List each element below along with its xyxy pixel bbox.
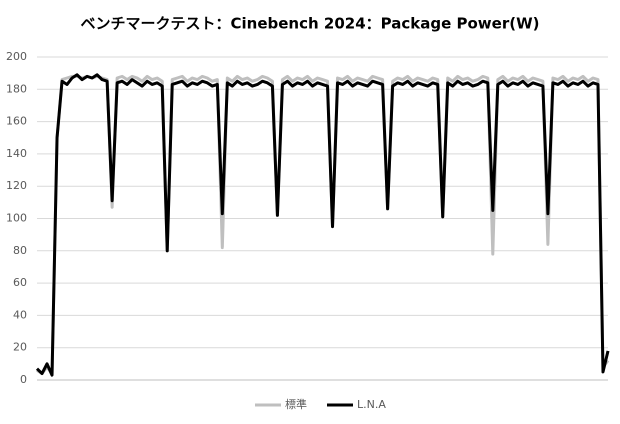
y-tick-label: 200 xyxy=(6,50,27,63)
y-tick-label: 160 xyxy=(6,115,27,128)
chart-title: ベンチマークテスト：Cinebench 2024：Package Power(W… xyxy=(81,15,540,33)
y-tick-label: 140 xyxy=(6,147,27,160)
legend-label: L.N.A xyxy=(357,398,386,411)
legend-label: 標準 xyxy=(285,397,307,411)
y-tick-label: 180 xyxy=(6,82,27,95)
y-tick-label: 100 xyxy=(6,212,27,225)
series-line xyxy=(36,74,610,376)
y-tick-label: 20 xyxy=(13,341,27,354)
y-tick-label: 60 xyxy=(13,276,27,289)
y-tick-label: 0 xyxy=(20,373,27,386)
y-tick-label: 40 xyxy=(13,308,27,321)
series-line xyxy=(35,73,610,377)
y-tick-label: 120 xyxy=(6,179,27,192)
y-tick-label: 80 xyxy=(13,244,27,257)
